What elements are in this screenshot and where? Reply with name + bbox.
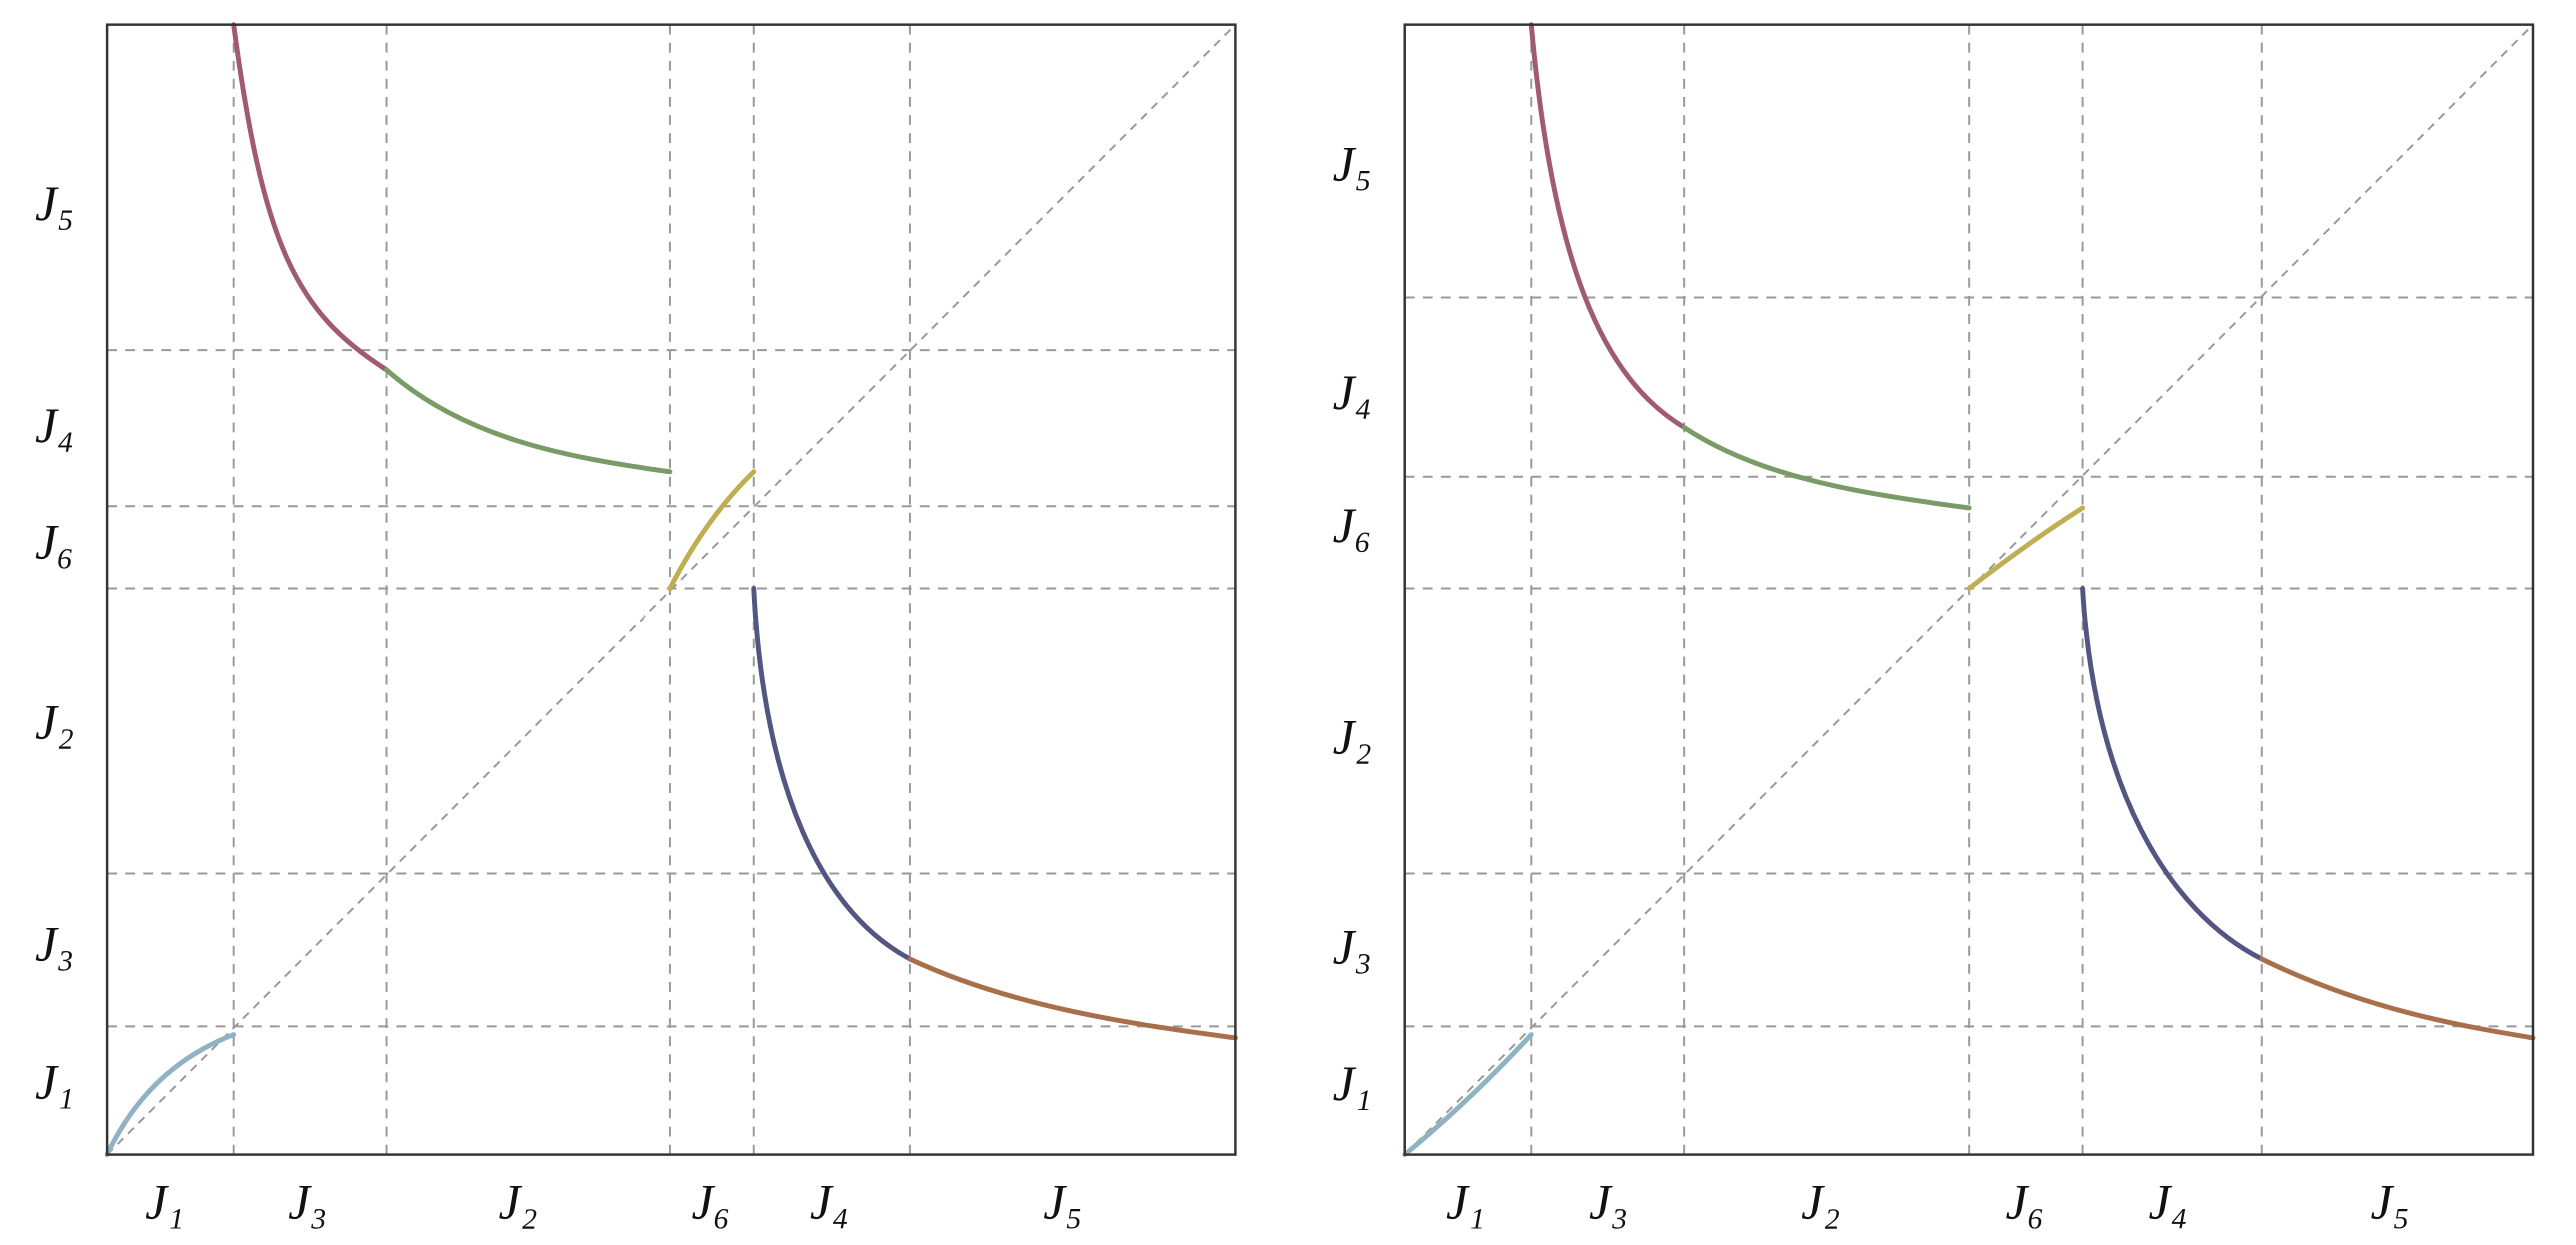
y-label: J₂ (1333, 709, 1372, 764)
curve (104, 1032, 237, 1158)
y-label: J₄ (1333, 365, 1372, 420)
y-label: J₅ (35, 176, 74, 231)
curve (1402, 1032, 1534, 1158)
curve (1681, 424, 1972, 511)
y-label: J₆ (35, 515, 74, 570)
x-label: J₃ (1589, 1175, 1628, 1230)
y-label: J₁ (35, 1055, 74, 1110)
x-label: J₄ (2149, 1175, 2188, 1230)
curve (2080, 586, 2265, 962)
y-label: J₃ (1333, 920, 1372, 975)
x-label: J₃ (288, 1175, 327, 1230)
y-label: J₅ (1333, 137, 1372, 192)
frame (105, 23, 1237, 1156)
x-label: J₅ (1043, 1175, 1082, 1230)
curve (2259, 956, 2536, 1041)
y-label: J₆ (1333, 498, 1372, 553)
x-label: J₂ (1801, 1175, 1840, 1230)
curve (384, 367, 673, 475)
curve (1528, 22, 1687, 430)
x-label: J₆ (2006, 1175, 2045, 1230)
curve (231, 22, 390, 373)
grid-lines (106, 23, 1237, 1156)
x-label: J₅ (2370, 1175, 2409, 1230)
y-label: J₁ (1333, 1056, 1372, 1111)
x-label: J₁ (145, 1175, 184, 1230)
y-label: J₄ (35, 398, 74, 453)
curve (1966, 505, 2086, 591)
x-label: J₆ (692, 1175, 731, 1230)
panel: J₁ J₃ J₂ J₆ J₄ J₅ J₅ J₄ J₆ J₂ J₃ J₁ (35, 22, 1238, 1230)
y-label: J₃ (35, 916, 74, 971)
x-label: J₁ (1446, 1175, 1485, 1230)
curve (907, 956, 1238, 1041)
y-label: J₂ (35, 695, 74, 750)
curve (751, 586, 913, 962)
x-label: J₂ (499, 1175, 538, 1230)
curve (667, 469, 757, 591)
frame (1403, 23, 2535, 1156)
panel: J₁ J₃ J₂ J₆ J₄ J₅ J₅ J₄ J₆ J₂ J₃ J₁ (1333, 22, 2536, 1230)
x-label: J₄ (810, 1175, 849, 1230)
grid-lines (1404, 23, 2534, 1156)
